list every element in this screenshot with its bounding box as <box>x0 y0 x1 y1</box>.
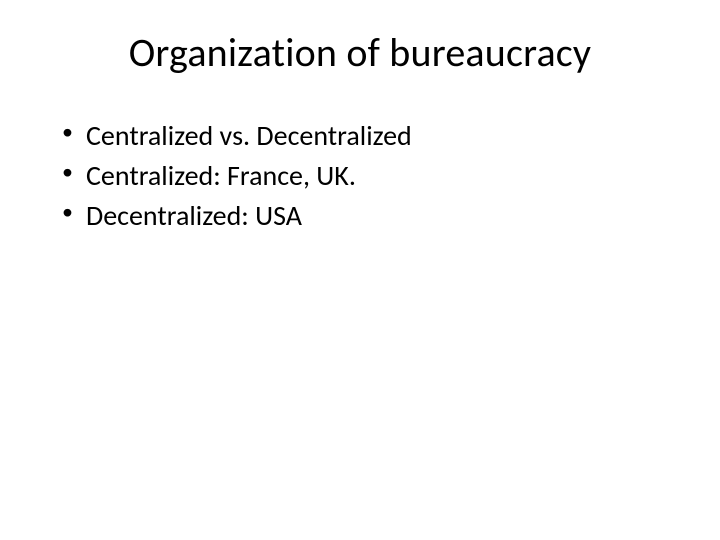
bullet-list: Centralized vs. Decentralized Centralize… <box>50 117 670 234</box>
slide-title: Organization of bureaucracy <box>50 28 670 77</box>
list-item: Centralized: France, UK. <box>58 157 670 195</box>
list-item: Centralized vs. Decentralized <box>58 117 670 155</box>
list-item: Decentralized: USA <box>58 197 670 235</box>
slide-container: Organization of bureaucracy Centralized … <box>0 0 720 540</box>
